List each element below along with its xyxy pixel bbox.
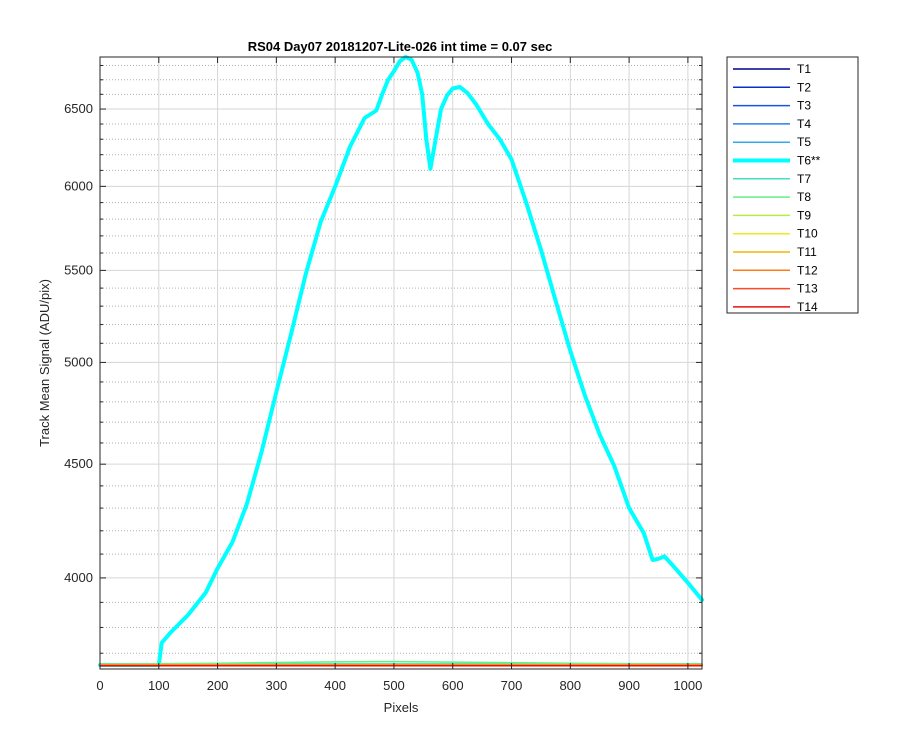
y-tick-label: 5500 — [64, 262, 93, 277]
y-tick-label: 4500 — [64, 456, 93, 471]
plot-frame — [99, 56, 703, 670]
x-tick-label: 200 — [207, 678, 229, 693]
x-tick-label: 900 — [618, 678, 640, 693]
legend-label: T12 — [797, 263, 818, 277]
legend-label: T11 — [797, 245, 817, 259]
legend-box — [726, 56, 859, 314]
grid — [99, 57, 702, 669]
legend-label: T2 — [797, 80, 811, 94]
y-tick-label: 6000 — [64, 178, 93, 193]
legend-label: T3 — [797, 99, 811, 113]
x-tick-label: 1000 — [673, 678, 702, 693]
legend-label: T1 — [797, 62, 811, 76]
ticks: 4000 4500 5000 5500 6000 6500 0 100 200 300 400 500… — [64, 57, 702, 693]
legend-label: T14 — [797, 300, 818, 314]
series-line-t6 — [98, 55, 704, 667]
chart-title: RS04 Day07 20181207-Lite-026 int time = … — [248, 39, 553, 54]
plot-background — [100, 57, 702, 669]
legend-label: T13 — [797, 282, 818, 296]
x-tick-label: 100 — [148, 678, 170, 693]
legend-label: T9 — [797, 208, 811, 222]
legend-label: T4 — [797, 117, 811, 131]
legend-label: T7 — [797, 172, 811, 186]
x-tick-label: 600 — [442, 678, 464, 693]
y-axis-label: Track Mean Signal (ADU/pix) — [37, 279, 52, 447]
x-tick-label: 800 — [559, 678, 581, 693]
legend-label: T5 — [797, 135, 811, 149]
x-tick-label: 300 — [266, 678, 288, 693]
legend-label: T10 — [797, 227, 818, 241]
legend-entries: T1 T2 T3 T4 T5 T6** T7 T8 T9 T10 T11 T12 T13 T14 — [733, 62, 821, 314]
x-tick-label: 400 — [324, 678, 346, 693]
y-tick-label: 4000 — [64, 570, 93, 585]
y-tick-label: 6500 — [64, 101, 93, 116]
plot-area: 4000 4500 5000 5500 6000 6500 0 100 200 300 400 500… — [64, 55, 704, 693]
x-tick-label: 500 — [383, 678, 405, 693]
legend-label: T8 — [797, 190, 811, 204]
x-tick-label: 700 — [501, 678, 523, 693]
legend: T1 T2 T3 T4 T5 T6** T7 T8 T9 T10 T11 T12 T13 T14 — [726, 56, 859, 314]
legend-label: T6** — [797, 154, 821, 168]
series-lines — [98, 55, 704, 667]
x-tick-label: 0 — [96, 678, 103, 693]
x-axis-label: Pixels — [384, 700, 419, 715]
y-tick-label: 5000 — [64, 354, 93, 369]
